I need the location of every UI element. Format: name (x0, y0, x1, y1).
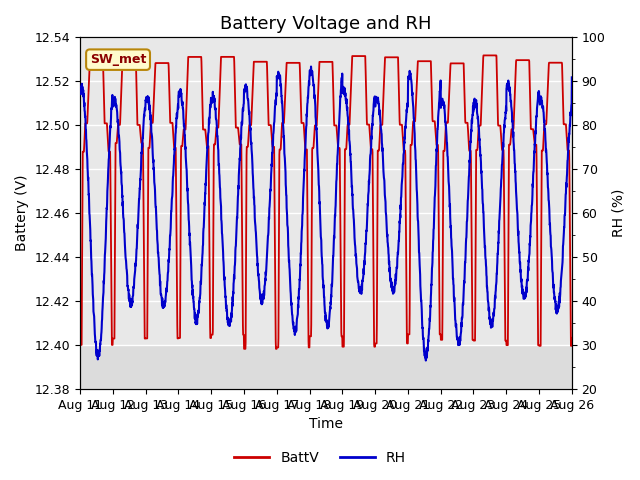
BattV (351, 53, 358, 59)
RH (351, 235, 358, 240)
RH (568, 74, 576, 80)
RH (469, 112, 477, 118)
Y-axis label: RH (%): RH (%) (611, 189, 625, 238)
RH (539, 105, 547, 111)
RH (340, 92, 348, 97)
BattV (340, 328, 348, 334)
RH (213, 133, 221, 139)
BattV (119, 52, 127, 58)
BattV (76, 342, 84, 348)
RH (76, 90, 84, 96)
Line: BattV: BattV (80, 55, 572, 349)
BattV (469, 337, 477, 343)
Title: Battery Voltage and RH: Battery Voltage and RH (220, 15, 432, 33)
RH (307, 64, 315, 70)
X-axis label: Time: Time (309, 418, 343, 432)
Text: SW_met: SW_met (90, 53, 146, 66)
BattV (568, 335, 576, 341)
Legend: BattV, RH: BattV, RH (229, 445, 411, 471)
BattV (240, 346, 248, 352)
BattV (214, 125, 221, 131)
RH (422, 358, 429, 363)
Line: RH: RH (80, 67, 572, 360)
BattV (525, 57, 532, 63)
Bar (80, 37, 572, 345)
RH (525, 259, 532, 264)
Y-axis label: Battery (V): Battery (V) (15, 175, 29, 252)
BattV (539, 148, 547, 154)
